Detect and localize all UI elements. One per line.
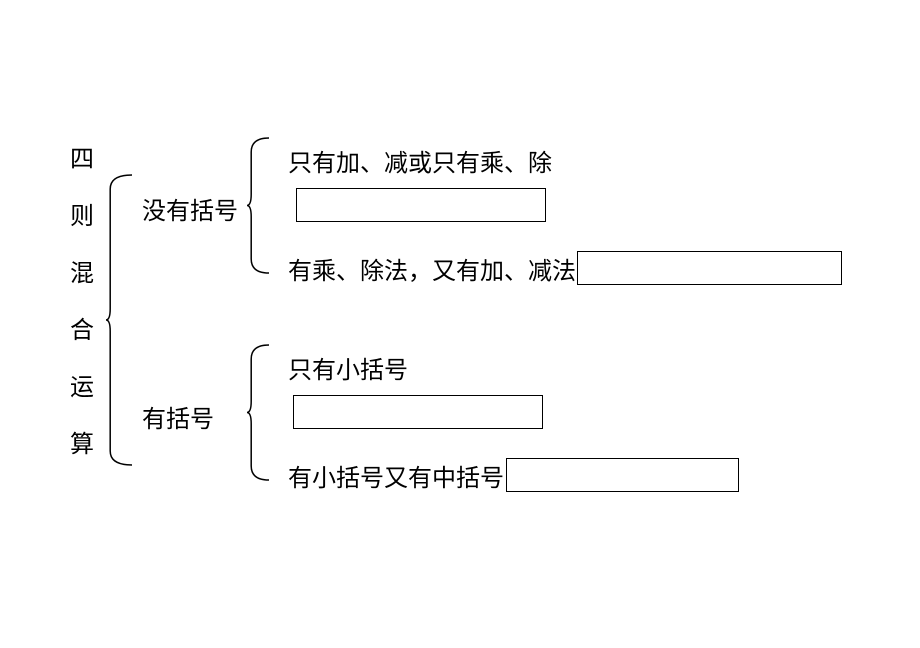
brace-main-icon <box>106 175 132 465</box>
input-box-1[interactable] <box>296 188 546 222</box>
root-title: 四则混合运算 <box>70 148 94 457</box>
input-box-4[interactable] <box>506 458 739 492</box>
diagram-canvas: { "root": { "title_chars": ["四","则","混",… <box>0 0 920 648</box>
leaf-small-and-middle-brackets: 有小括号又有中括号 <box>288 467 504 491</box>
brace-sub1-icon <box>247 138 269 273</box>
leaf-only-add-sub-mul-div: 只有加、减或只有乘、除 <box>288 152 552 176</box>
leaf-only-small-brackets: 只有小括号 <box>288 359 408 383</box>
input-box-3[interactable] <box>293 395 543 429</box>
label-no-parentheses: 没有括号 <box>142 200 238 224</box>
brace-sub2-icon <box>247 345 269 480</box>
leaf-mul-div-and-add-sub: 有乘、除法，又有加、减法 <box>288 260 576 284</box>
input-box-2[interactable] <box>577 251 842 285</box>
label-has-parentheses: 有括号 <box>142 408 214 432</box>
